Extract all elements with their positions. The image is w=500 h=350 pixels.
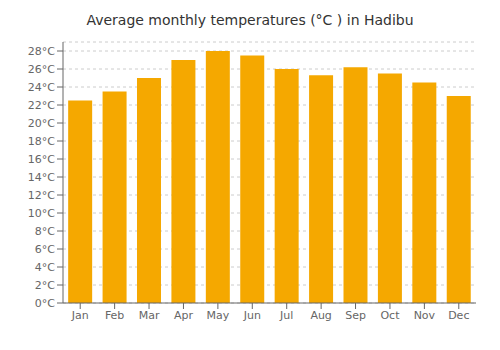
svg-text:0°C: 0°C (35, 297, 55, 310)
svg-text:16°C: 16°C (28, 153, 55, 166)
svg-text:10°C: 10°C (28, 207, 55, 220)
svg-text:Jan: Jan (71, 309, 89, 322)
svg-text:Dec: Dec (448, 309, 469, 322)
svg-text:Apr: Apr (174, 309, 194, 322)
svg-text:22°C: 22°C (28, 99, 55, 112)
svg-text:Nov: Nov (414, 309, 436, 322)
svg-text:Feb: Feb (105, 309, 124, 322)
svg-text:Jul: Jul (279, 309, 293, 322)
svg-text:Jun: Jun (243, 309, 261, 322)
svg-text:May: May (207, 309, 230, 322)
html-text:Average monthly temperatures (: Average monthly temperatures (°C ) in Ha… (86, 12, 414, 28)
svg-text:18°C: 18°C (28, 135, 55, 148)
svg-text:28°C: 28°C (28, 45, 55, 58)
svg-text:4°C: 4°C (35, 261, 55, 274)
svg-text:6°C: 6°C (35, 243, 55, 256)
svg-text:26°C: 26°C (28, 63, 55, 76)
svg-text:8°C: 8°C (35, 225, 55, 238)
svg-text:20°C: 20°C (28, 117, 55, 130)
svg-text:Sep: Sep (345, 309, 366, 322)
svg-text:Aug: Aug (310, 309, 331, 322)
svg-text:Mar: Mar (139, 309, 160, 322)
svg-text:Oct: Oct (380, 309, 400, 322)
svg-text:14°C: 14°C (28, 171, 55, 184)
svg-text:24°C: 24°C (28, 81, 55, 94)
svg-text:2°C: 2°C (35, 279, 55, 292)
svg-text:12°C: 12°C (28, 189, 55, 202)
